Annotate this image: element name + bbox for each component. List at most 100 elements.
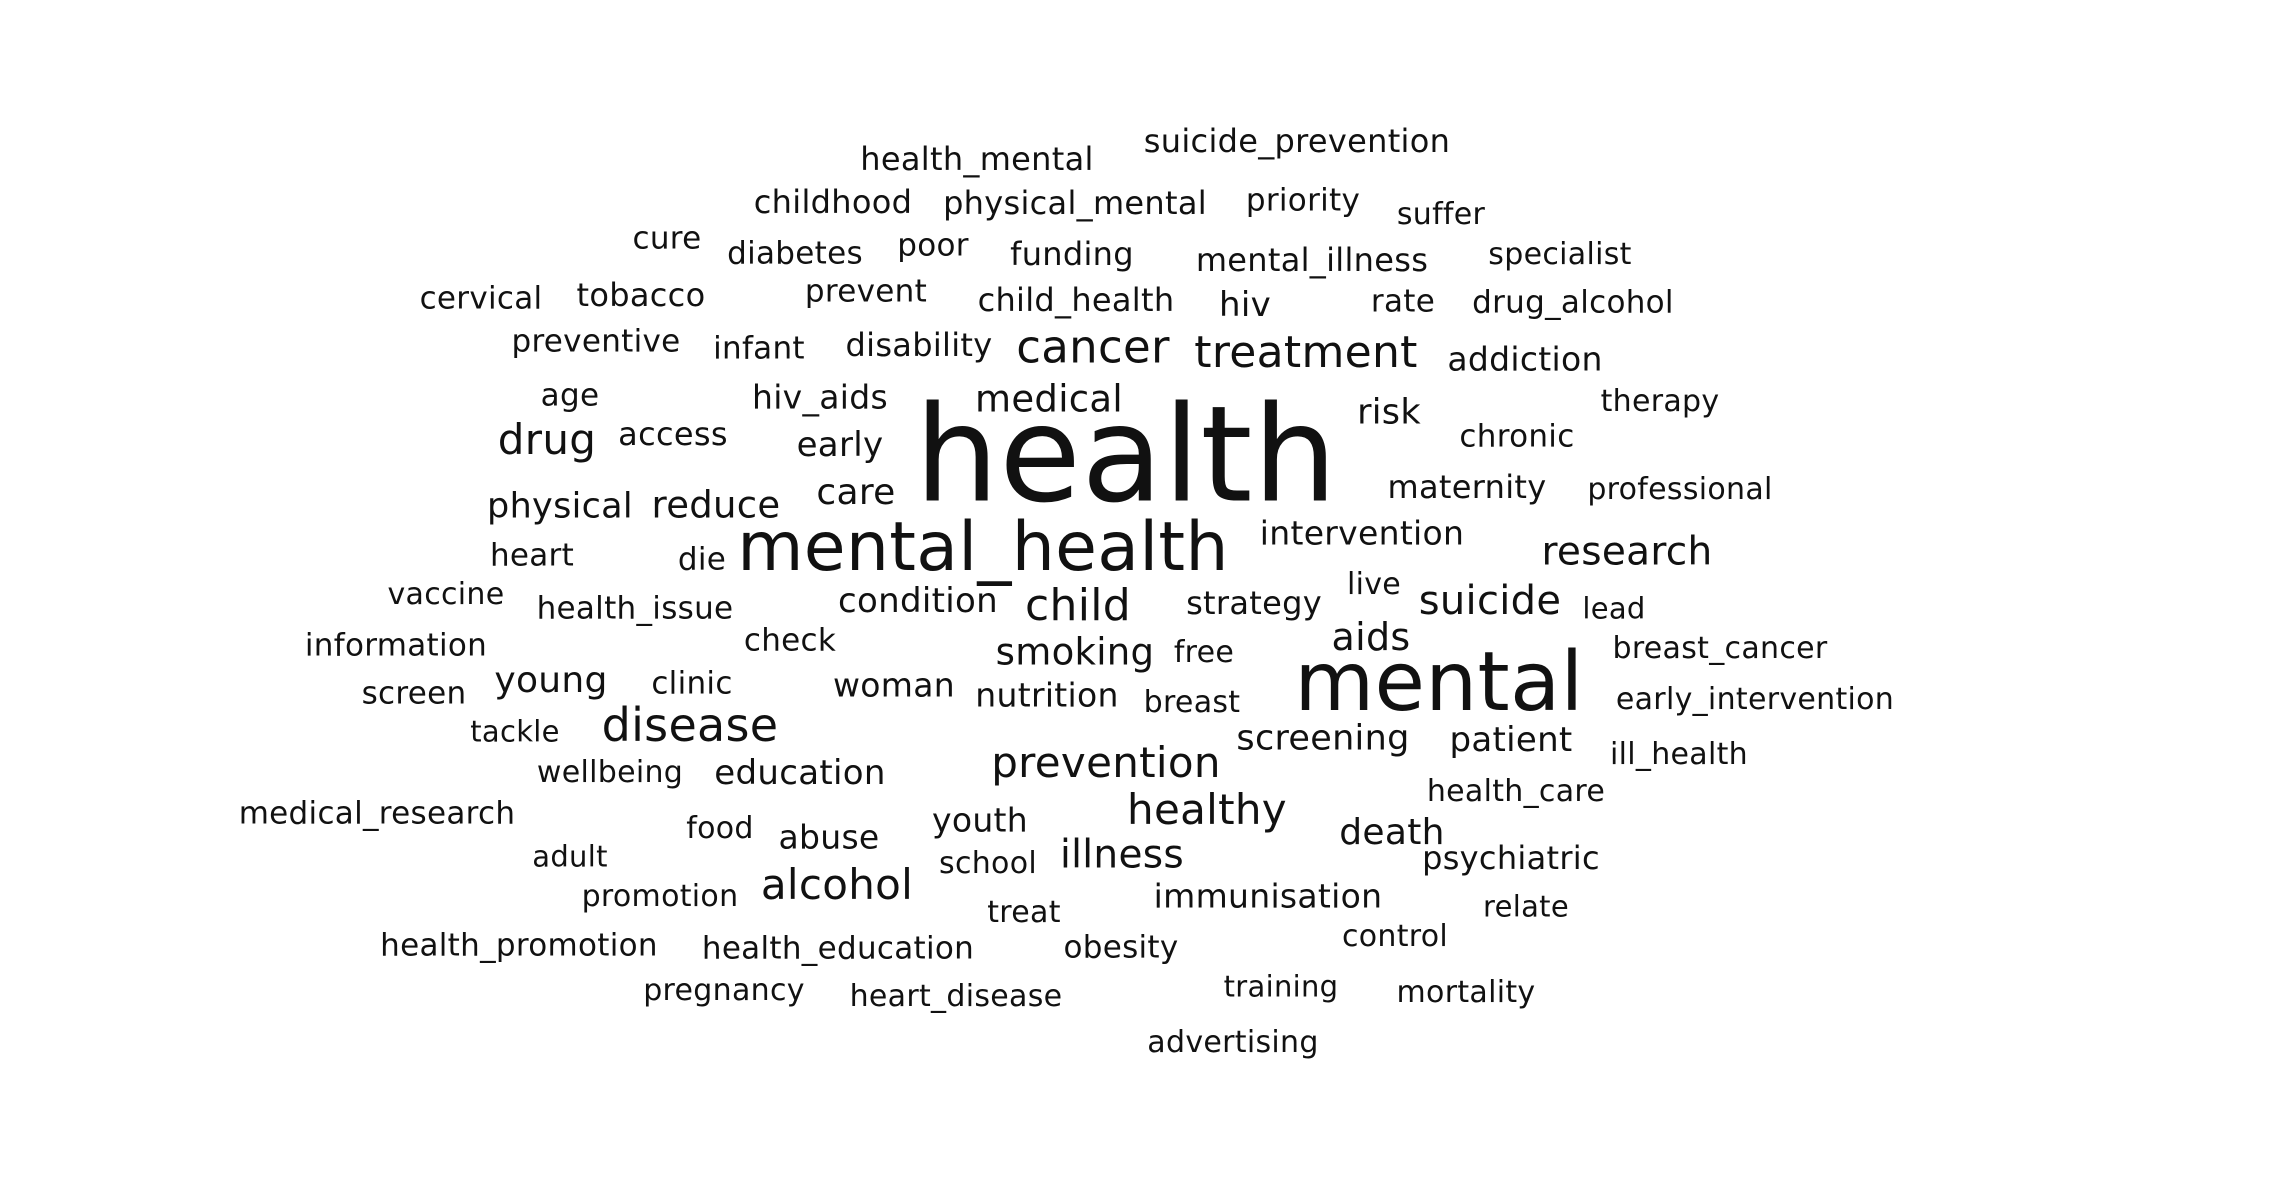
cloud-word: die [677,541,727,578]
cloud-word: patient [1449,720,1573,760]
cloud-word: mental_illness [1195,241,1429,279]
cloud-word: disability [845,326,993,364]
cloud-word: tobacco [576,276,706,314]
cloud-word: child [1025,580,1131,631]
cloud-word: priority [1245,182,1361,219]
cloud-word: disease [601,698,779,752]
cloud-word: immunisation [1153,876,1383,916]
cloud-word: wellbeing [536,755,684,790]
cloud-word: drug_alcohol [1472,284,1674,321]
cloud-word: intervention [1259,513,1465,553]
cloud-word: youth [932,800,1028,840]
cloud-word: physical [487,486,633,527]
cloud-word: screen [361,675,467,712]
cloud-word: access [618,415,728,453]
cloud-word: control [1341,919,1449,954]
cloud-word: strategy [1186,584,1322,622]
cloud-word: research [1541,529,1713,575]
cloud-word: cancer [1016,320,1170,374]
cloud-word: maternity [1387,468,1547,506]
cloud-word: addiction [1447,339,1603,379]
cloud-word: illness [1060,832,1184,878]
cloud-word: vaccine [387,577,505,612]
cloud-word: hiv [1218,285,1272,325]
cloud-word: poor [897,227,969,264]
cloud-word: smoking [995,630,1155,674]
cloud-word: free [1173,635,1235,670]
cloud-word: hiv_aids [751,377,889,417]
cloud-word: adult [532,839,608,874]
cloud-word: relate [1483,889,1569,924]
cloud-word: health_promotion [380,927,658,964]
cloud-word: infant [713,330,805,367]
cloud-word: prevention [991,738,1221,787]
cloud-word: health_mental [860,140,1094,178]
cloud-word: chronic [1459,418,1575,455]
cloud-word: training [1223,969,1339,1004]
cloud-word: woman [833,665,955,705]
cloud-word: health_issue [536,590,734,627]
cloud-word: breast_cancer [1612,631,1828,666]
cloud-word: death [1339,812,1445,853]
cloud-word: medical [975,377,1123,421]
cloud-word: live [1346,567,1402,602]
cloud-word: health_care [1426,774,1606,809]
cloud-word: pregnancy [643,973,805,1008]
cloud-word: mortality [1396,975,1536,1010]
cloud-word: screening [1236,718,1410,759]
cloud-word: health [914,378,1338,533]
cloud-word: cervical [419,280,543,317]
cloud-word: suffer [1396,197,1486,232]
cloud-word: nutrition [975,675,1119,715]
cloud-word: child_health [977,281,1175,319]
cloud-word: preventive [511,323,681,360]
cloud-word: childhood [753,183,913,221]
cloud-word: treatment [1194,327,1418,378]
cloud-word: treat [987,895,1061,930]
cloud-word: lead [1582,591,1646,626]
cloud-word: young [494,660,608,701]
cloud-word: funding [1010,235,1134,273]
cloud-word: tackle [470,714,560,749]
cloud-word: aids [1331,615,1411,659]
cloud-word: healthy [1127,785,1287,834]
cloud-word: medical_research [238,795,516,832]
cloud-word: alcohol [760,860,914,909]
cloud-word: care [816,472,896,513]
cloud-word: heart_disease [849,979,1063,1014]
cloud-word: suicide_prevention [1143,122,1451,160]
cloud-word: mental [1294,635,1584,730]
cloud-word: condition [838,581,998,621]
cloud-word: abuse [778,817,880,857]
cloud-word: age [540,377,600,414]
cloud-word: suicide [1418,578,1562,624]
cloud-word: prevent [804,273,928,310]
cloud-word: physical_mental [943,184,1207,222]
cloud-word: food [686,811,754,846]
cloud-word: school [939,846,1037,881]
cloud-word: early_intervention [1615,682,1895,717]
cloud-word: breast [1143,685,1241,720]
cloud-word: reduce [651,483,781,527]
cloud-word: information [304,627,488,664]
cloud-word: clinic [651,665,733,702]
cloud-word: mental_health [737,508,1229,587]
cloud-word: advertising [1147,1025,1319,1060]
cloud-word: risk [1357,392,1421,433]
cloud-word: rate [1370,283,1436,320]
cloud-word: professional [1587,472,1773,507]
cloud-word: specialist [1488,237,1632,272]
cloud-word: promotion [581,879,739,914]
cloud-word: diabetes [727,235,863,272]
cloud-word: drug [497,415,597,464]
cloud-word: obesity [1063,929,1179,966]
cloud-word: psychiatric [1422,839,1600,877]
cloud-word: ill_health [1610,737,1748,772]
cloud-word: cure [632,220,702,257]
cloud-word: heart [489,537,575,574]
cloud-word: therapy [1600,384,1720,419]
cloud-word: check [743,622,837,659]
cloud-word: health_education [701,930,975,967]
cloud-word: early [796,425,884,465]
